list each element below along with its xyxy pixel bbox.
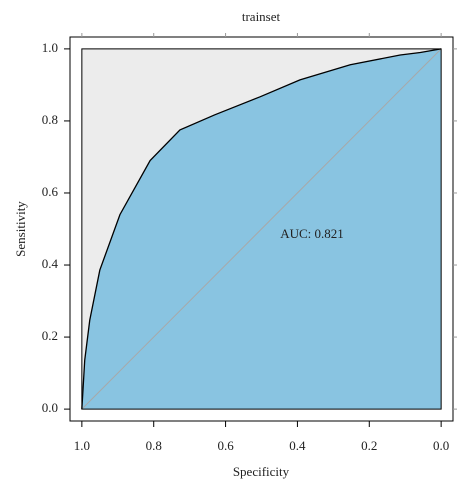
x-tick-label: 0.6: [217, 438, 234, 453]
x-tick-label: 0.8: [146, 438, 162, 453]
x-tick-label: 1.0: [74, 438, 90, 453]
y-tick-label: 1.0: [42, 40, 58, 55]
annotation: AUC: 0.821: [280, 226, 344, 241]
y-tick-label: 0.8: [42, 112, 58, 127]
x-tick-label: 0.0: [433, 438, 449, 453]
diagonal: [81, 48, 442, 410]
y-axis-label: Sensitivity: [13, 201, 28, 257]
x-tick-label: 0.4: [289, 438, 306, 453]
y-tick-label: 0.4: [42, 256, 59, 271]
axes-box: [69, 36, 454, 422]
plot-frame: [81, 48, 442, 410]
chart-title: trainset: [242, 9, 281, 24]
y-tick-label: 0.2: [42, 328, 58, 343]
y-tick-label: 0.0: [42, 400, 58, 415]
roc-curve: [81, 48, 442, 410]
x-axis-label: Specificity: [233, 464, 290, 479]
y-tick-label: 0.6: [42, 184, 59, 199]
x-tick-label: 0.2: [361, 438, 377, 453]
